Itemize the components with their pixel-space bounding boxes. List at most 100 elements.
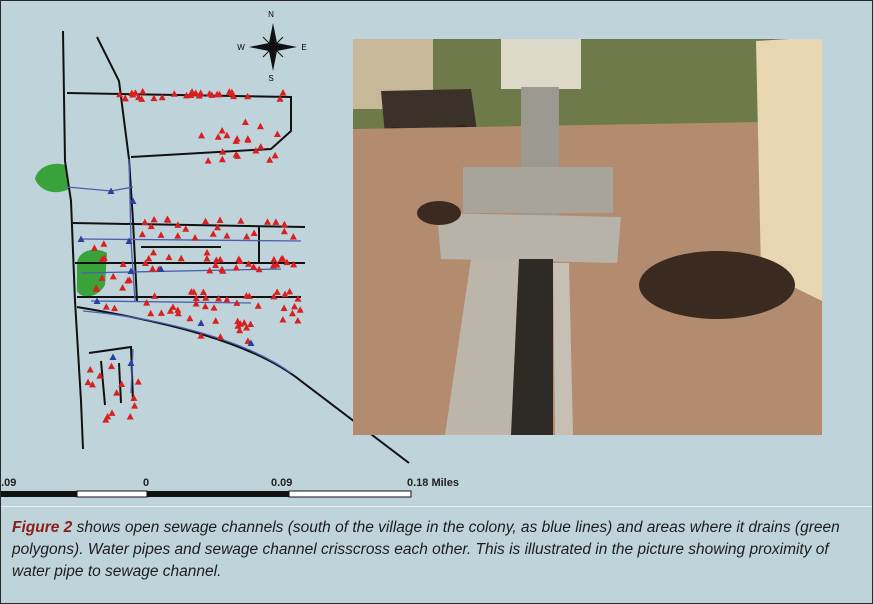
marker: [290, 233, 297, 240]
marker: [85, 379, 92, 386]
marker: [272, 152, 279, 159]
marker: [186, 315, 193, 322]
marker: [158, 231, 165, 238]
compass-w: W: [237, 43, 245, 52]
marker: [178, 255, 185, 261]
marker: [171, 90, 178, 97]
marker: [110, 354, 117, 361]
marker: [272, 218, 279, 225]
scale-label: 0.09: [271, 477, 292, 489]
caption: Figure 2 shows open sewage channels (sou…: [12, 517, 862, 583]
marker: [145, 255, 152, 262]
marker: [247, 320, 254, 327]
marker: [212, 317, 219, 324]
compass-n: N: [268, 10, 274, 19]
marker: [182, 225, 189, 232]
marker: [158, 309, 165, 316]
drain-area: [35, 164, 69, 192]
marker: [193, 300, 200, 307]
marker: [217, 333, 224, 340]
marker: [264, 218, 271, 225]
marker: [279, 316, 286, 323]
marker: [219, 127, 226, 134]
marker: [100, 240, 107, 247]
scale-label: 0.18 Miles: [407, 477, 459, 489]
figure-page: N W E S 0.09 0 0.09 0.18 Miles: [0, 0, 873, 604]
marker: [257, 143, 264, 150]
compass: N W E S: [237, 10, 306, 83]
marker: [217, 217, 224, 224]
figure: N W E S 0.09 0 0.09 0.18 Miles: [1, 1, 872, 506]
marker: [235, 255, 242, 262]
marker: [237, 217, 244, 224]
marker: [135, 378, 142, 385]
marker: [210, 230, 217, 237]
marker: [143, 299, 150, 306]
marker: [151, 216, 158, 223]
compass-s: S: [268, 74, 273, 83]
marker: [280, 89, 287, 96]
marker: [202, 303, 209, 310]
marker: [198, 132, 205, 139]
marker: [286, 288, 293, 295]
marker: [242, 118, 249, 125]
marker: [130, 394, 137, 401]
marker: [150, 249, 157, 256]
marker: [289, 310, 296, 317]
marker: [274, 130, 281, 137]
marker: [165, 254, 172, 261]
scale-label: 0.09: [1, 477, 16, 489]
marker: [147, 310, 154, 317]
marker: [281, 228, 288, 235]
marker: [131, 402, 138, 409]
marker: [291, 303, 298, 310]
marker: [122, 95, 129, 102]
marker: [266, 156, 273, 163]
marker: [215, 133, 222, 140]
marker: [189, 88, 196, 95]
separator: [1, 506, 872, 507]
marker: [257, 123, 264, 130]
marker: [164, 216, 171, 223]
marker: [113, 389, 120, 396]
marker: [210, 304, 217, 311]
marker: [127, 413, 134, 420]
marker: [251, 229, 258, 236]
marker: [108, 363, 115, 370]
marker: [255, 302, 262, 309]
marker: [233, 264, 240, 271]
marker: [139, 88, 146, 95]
marker: [297, 306, 304, 313]
marker: [119, 284, 126, 291]
marker: [215, 295, 222, 302]
marker: [290, 261, 297, 268]
marker: [198, 320, 205, 327]
marker: [202, 218, 209, 225]
marker: [294, 317, 301, 324]
marker: [205, 157, 212, 164]
compass-e: E: [301, 43, 306, 52]
marker: [174, 232, 181, 239]
marker: [110, 273, 117, 280]
marker: [87, 366, 94, 373]
marker: [151, 292, 158, 299]
marker: [243, 233, 250, 240]
marker: [223, 232, 230, 239]
marker: [192, 234, 199, 241]
marker: [274, 288, 281, 295]
marker: [219, 156, 226, 163]
marker: [281, 221, 288, 228]
marker: [111, 305, 118, 312]
scale-bar: 0.09 0 0.09 0.18 Miles: [1, 477, 459, 497]
marker: [149, 265, 156, 272]
marker: [203, 255, 210, 262]
marker: [128, 360, 135, 367]
marker: [281, 305, 288, 312]
marker: [91, 244, 98, 251]
marker: [234, 135, 241, 142]
marker: [139, 231, 146, 238]
photo: [353, 37, 822, 435]
house-markers: [85, 88, 304, 423]
scale-label: 0: [143, 477, 149, 489]
caption-label: Figure 2: [12, 519, 72, 536]
